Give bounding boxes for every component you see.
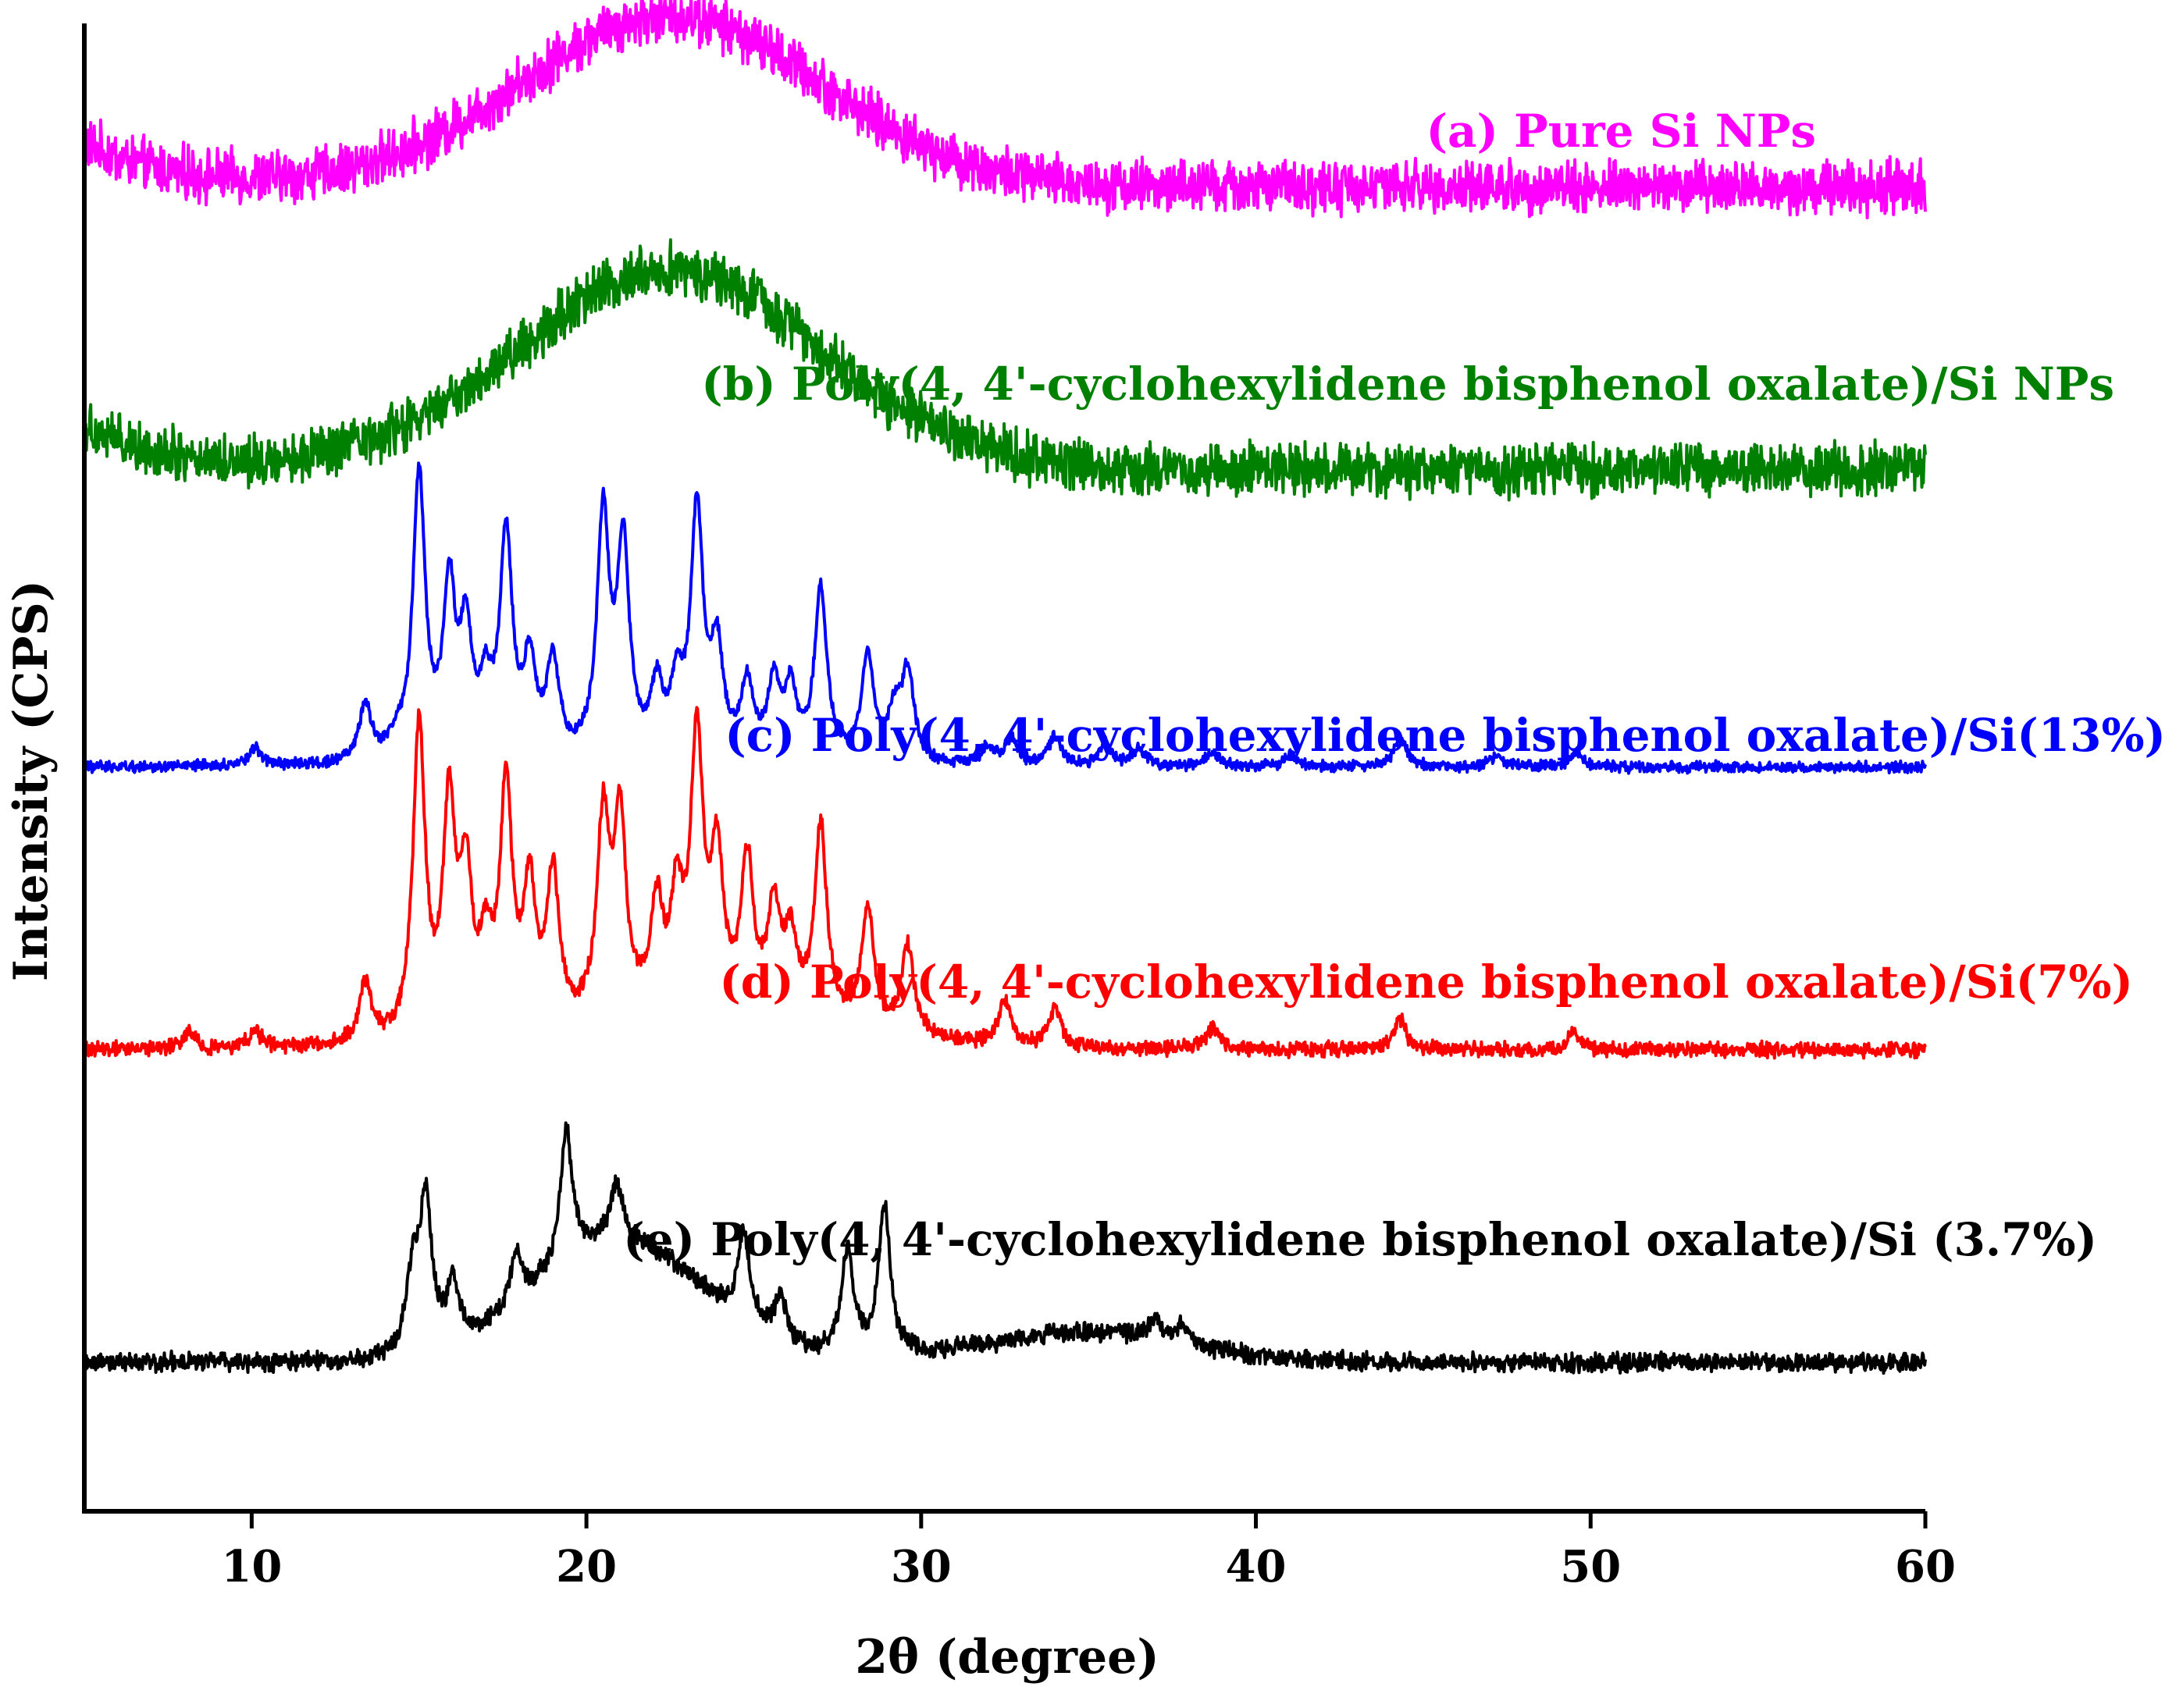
x-tick-label: 30 [891, 1541, 952, 1592]
series-line-c [83, 461, 1927, 775]
series-label-b: (b) Poly(4, 4'-cyclohexylidene bisphenol… [701, 358, 2114, 411]
y-axis-title: Intensity (CPS) [4, 580, 59, 981]
x-axis-title: 2θ (degree) [855, 1630, 1159, 1685]
series-line-e [83, 1121, 1927, 1375]
x-tick-label: 50 [1560, 1541, 1621, 1592]
series-label-d: (d) Poly(4, 4'-cyclohexylidene bisphenol… [719, 955, 2133, 1009]
series-lines [83, 0, 1927, 1375]
series-labels: (a) Pure Si NPs (b) Poly(4, 4'-cyclohexy… [623, 105, 2166, 1266]
x-ticks: 10 20 30 40 50 60 [221, 1511, 1956, 1592]
x-tick-label: 20 [556, 1541, 617, 1592]
x-tick-label: 40 [1226, 1541, 1287, 1592]
x-tick-label: 10 [221, 1541, 282, 1592]
series-label-c: (c) Poly(4, 4'-cyclohexylidene bisphenol… [725, 709, 2166, 762]
series-line-d [83, 706, 1927, 1060]
x-tick-label: 60 [1895, 1541, 1956, 1592]
series-label-a: (a) Pure Si NPs [1426, 105, 1817, 158]
series-line-a [83, 0, 1927, 219]
series-line-b [83, 238, 1927, 502]
series-label-e: (e) Poly(4, 4'-cyclohexylidene bisphenol… [623, 1213, 2097, 1266]
